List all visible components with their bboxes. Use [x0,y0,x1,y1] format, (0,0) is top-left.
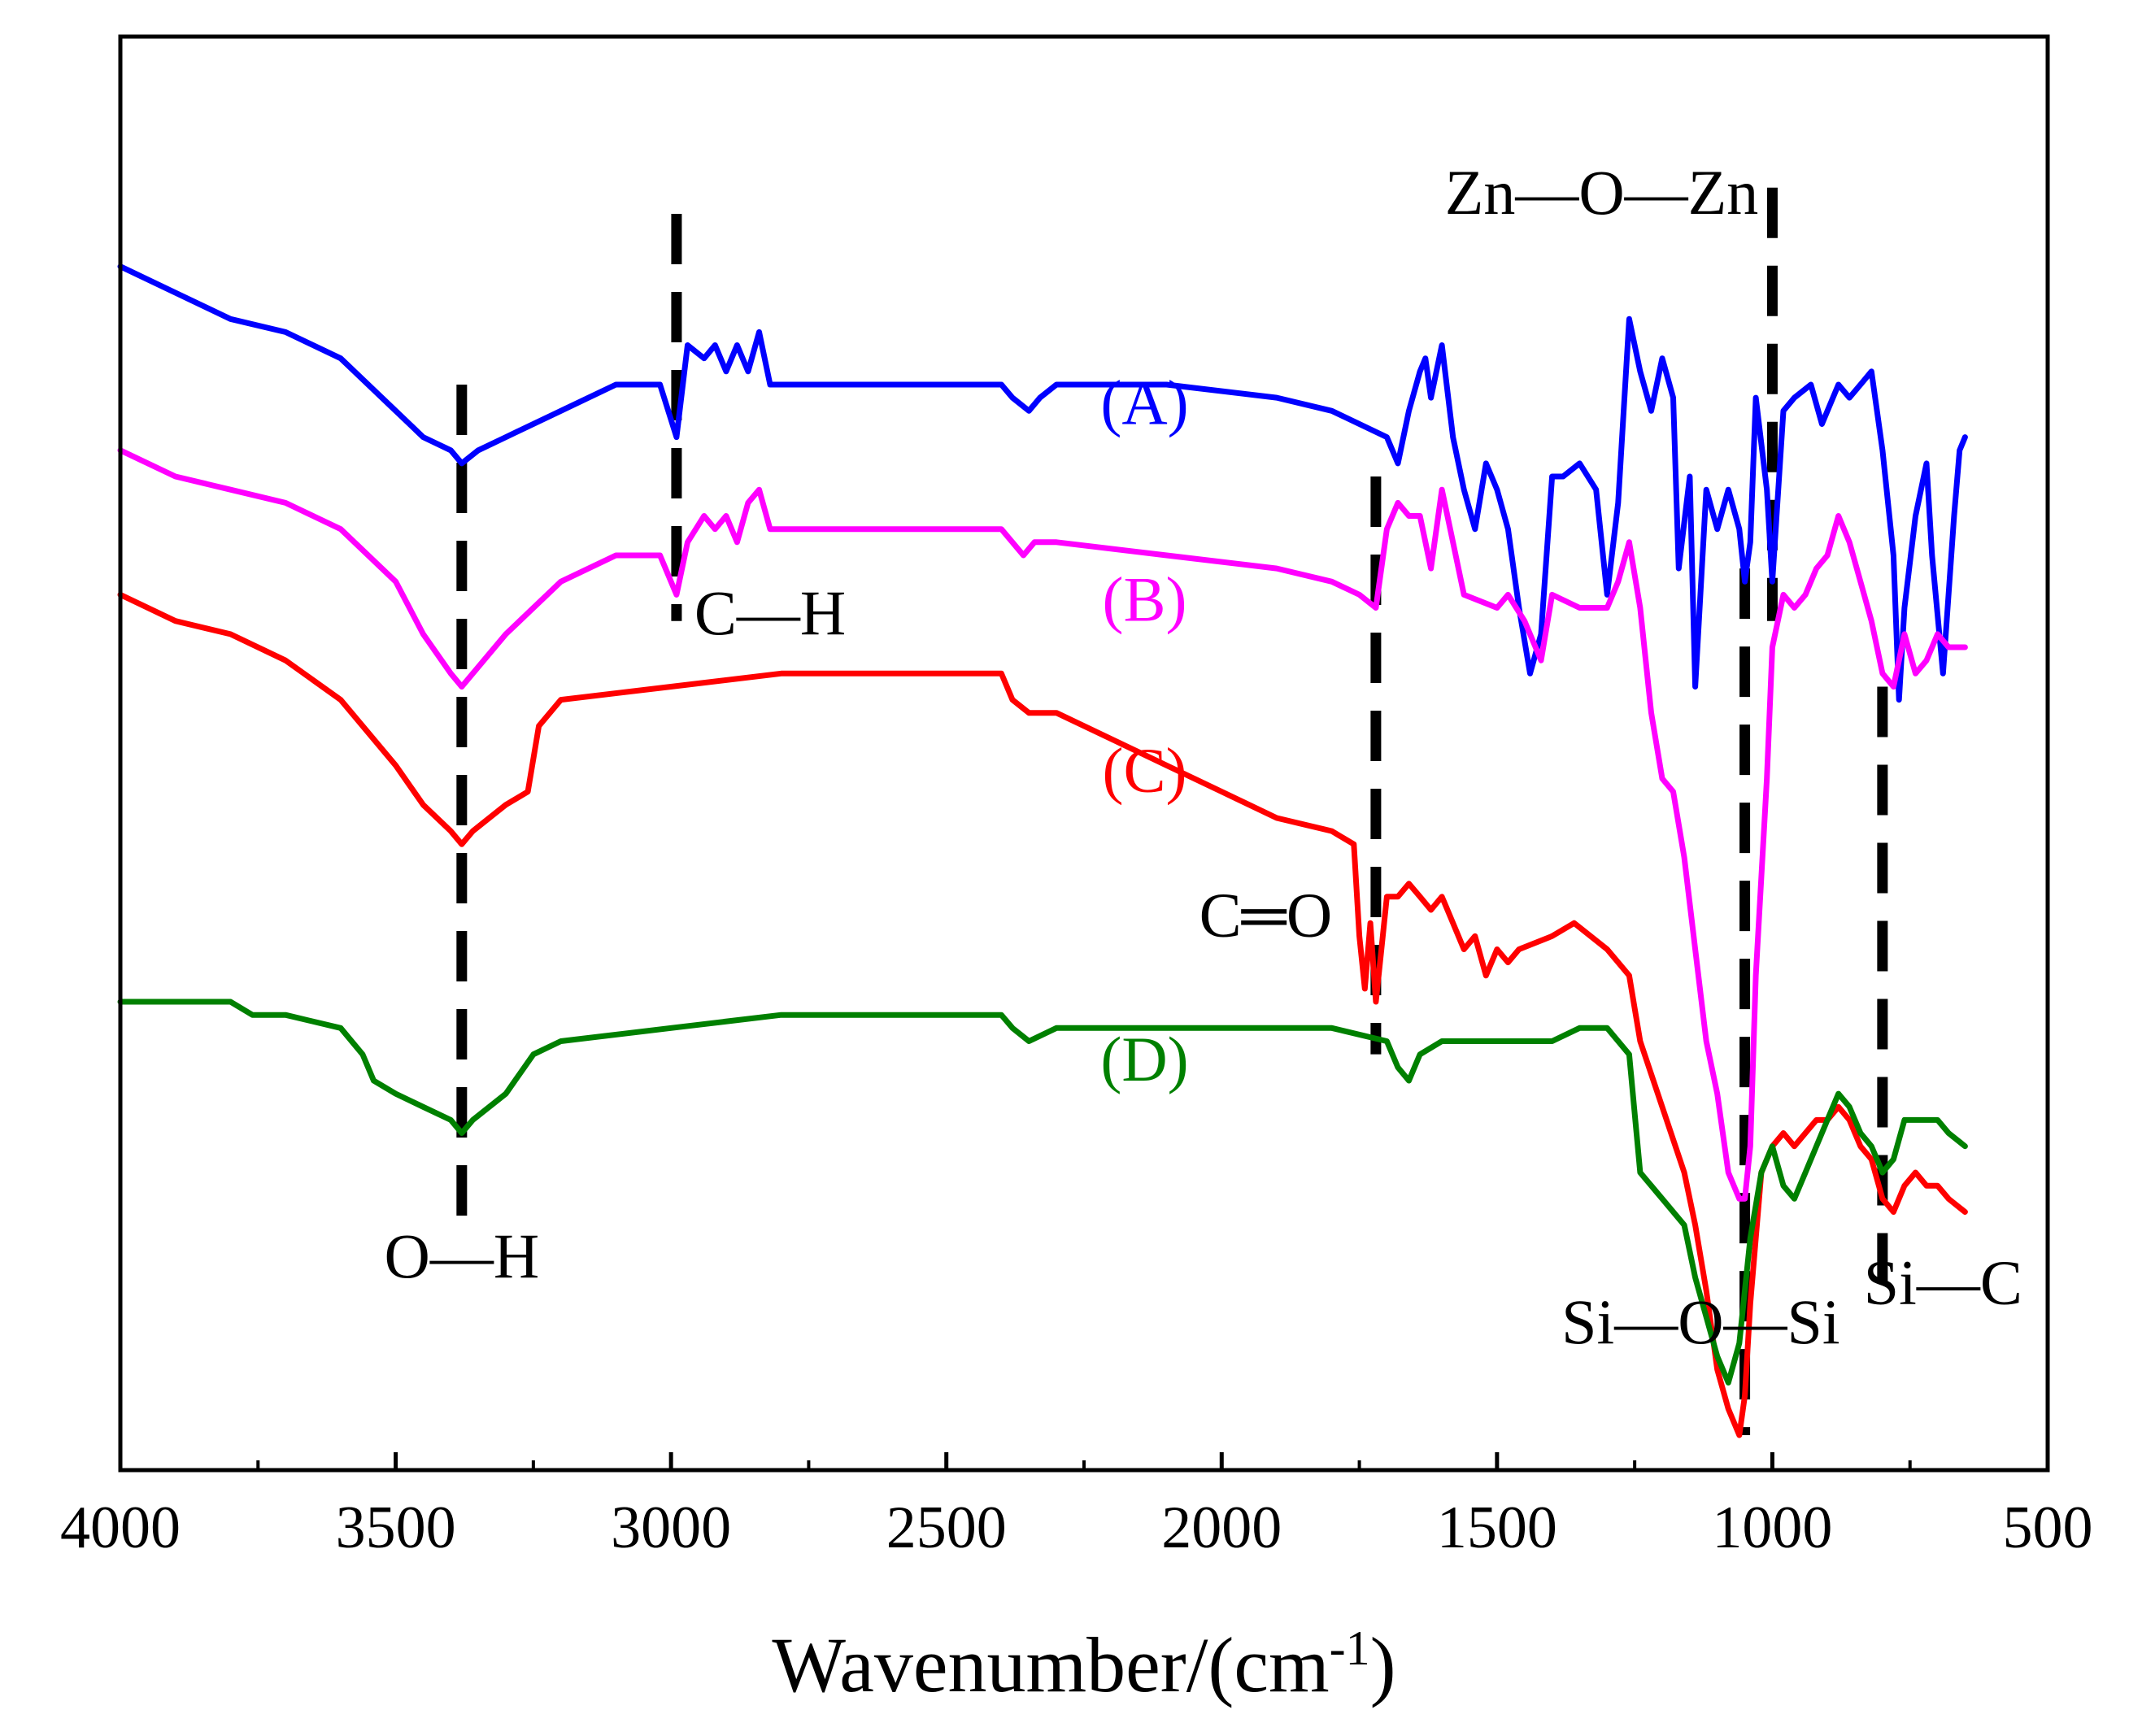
spectrum-line-b [117,447,1968,1202]
peak-annotation: O—H [384,1220,539,1291]
x-axis-ticks: 4000 3500 3000 2500 2000 1500 1000 500 [60,1452,2093,1561]
x-axis-title-superscript: -1 [1330,1621,1370,1675]
x-tick-label: 3000 [611,1495,731,1561]
series-label-d: (D) [1100,1024,1188,1094]
peak-annotation: C═O [1199,879,1333,950]
x-tick-label: 1000 [1712,1495,1832,1561]
x-axis-title-text: Wavenumber/(cm [772,1621,1329,1708]
series-label-b: (B) [1102,564,1186,635]
x-axis-title-suffix: ) [1370,1621,1396,1708]
series-label-c: (C) [1102,735,1186,806]
series-label-a: (A) [1100,367,1188,437]
x-tick-label: 2000 [1161,1495,1282,1561]
series-labels: (A) (B) (C) (D) [1100,367,1188,1094]
peak-annotation: Si—O—Si [1561,1286,1839,1357]
x-tick-label: 2500 [886,1495,1007,1561]
x-tick-label: 1500 [1437,1495,1557,1561]
spectrum-line-c [117,591,1968,1438]
spectra-traces [117,263,1968,1438]
spectrum-line-d [117,999,1968,1386]
peak-annotations: O—H C—H C═O Si—O—Si Zn—O—Zn Si—C [384,157,2022,1357]
peak-annotation: C—H [694,577,846,648]
x-tick-label: 4000 [60,1495,181,1561]
x-tick-label: 500 [2003,1495,2093,1561]
peak-annotation: Zn—O—Zn [1445,157,1759,228]
x-tick-label: 3500 [336,1495,456,1561]
x-axis-title: Wavenumber/(cm-1) [772,1621,1395,1708]
spectrum-line-a [117,263,1968,703]
peak-annotation: Si—C [1864,1247,2022,1318]
